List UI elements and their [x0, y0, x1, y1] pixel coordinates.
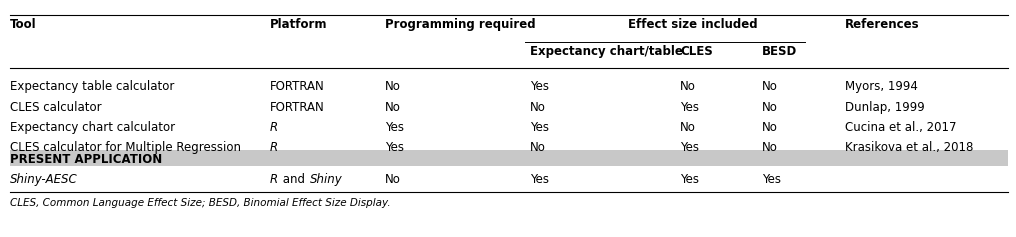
- Text: CLES calculator: CLES calculator: [10, 101, 102, 114]
- Text: CLES: CLES: [680, 45, 713, 58]
- Text: Platform: Platform: [270, 18, 327, 31]
- Text: No: No: [385, 80, 401, 93]
- Text: Shiny: Shiny: [310, 173, 342, 186]
- Text: Dunlap, 1999: Dunlap, 1999: [845, 101, 925, 114]
- Text: Yes: Yes: [680, 141, 699, 154]
- Text: R: R: [270, 173, 278, 186]
- Text: No: No: [530, 101, 546, 114]
- Text: CLES, Common Language Effect Size; BESD, Binomial Effect Size Display.: CLES, Common Language Effect Size; BESD,…: [10, 198, 390, 208]
- Text: R: R: [270, 121, 278, 134]
- Bar: [10, 150, 1008, 166]
- Text: FORTRAN: FORTRAN: [270, 80, 325, 93]
- Text: Yes: Yes: [762, 173, 781, 186]
- Text: Expectancy table calculator: Expectancy table calculator: [10, 80, 175, 93]
- Text: CLES calculator for Multiple Regression: CLES calculator for Multiple Regression: [10, 141, 241, 154]
- Text: Cucina et al., 2017: Cucina et al., 2017: [845, 121, 956, 134]
- Text: Expectancy chart/table: Expectancy chart/table: [530, 45, 683, 58]
- Text: References: References: [845, 18, 919, 31]
- Text: Yes: Yes: [680, 173, 699, 186]
- Text: Expectancy chart calculator: Expectancy chart calculator: [10, 121, 175, 134]
- Text: R: R: [270, 141, 278, 154]
- Text: No: No: [762, 101, 778, 114]
- Text: No: No: [762, 121, 778, 134]
- Text: Yes: Yes: [530, 80, 549, 93]
- Text: No: No: [762, 141, 778, 154]
- Text: Yes: Yes: [530, 173, 549, 186]
- Text: Shiny-AESC: Shiny-AESC: [10, 173, 78, 186]
- Text: No: No: [762, 80, 778, 93]
- Text: FORTRAN: FORTRAN: [270, 101, 325, 114]
- Text: Yes: Yes: [385, 141, 404, 154]
- Text: and: and: [279, 173, 309, 186]
- Text: No: No: [385, 173, 401, 186]
- Text: No: No: [530, 141, 546, 154]
- Text: No: No: [385, 101, 401, 114]
- Text: Programming required: Programming required: [385, 18, 535, 31]
- Text: No: No: [680, 80, 696, 93]
- Text: No: No: [680, 121, 696, 134]
- Text: Myors, 1994: Myors, 1994: [845, 80, 917, 93]
- Text: PRESENT APPLICATION: PRESENT APPLICATION: [10, 153, 163, 166]
- Text: BESD: BESD: [762, 45, 798, 58]
- Text: Yes: Yes: [680, 101, 699, 114]
- Text: Yes: Yes: [530, 121, 549, 134]
- Text: Effect size included: Effect size included: [628, 18, 758, 31]
- Text: Tool: Tool: [10, 18, 37, 31]
- Text: Krasikova et al., 2018: Krasikova et al., 2018: [845, 141, 973, 154]
- Text: Yes: Yes: [385, 121, 404, 134]
